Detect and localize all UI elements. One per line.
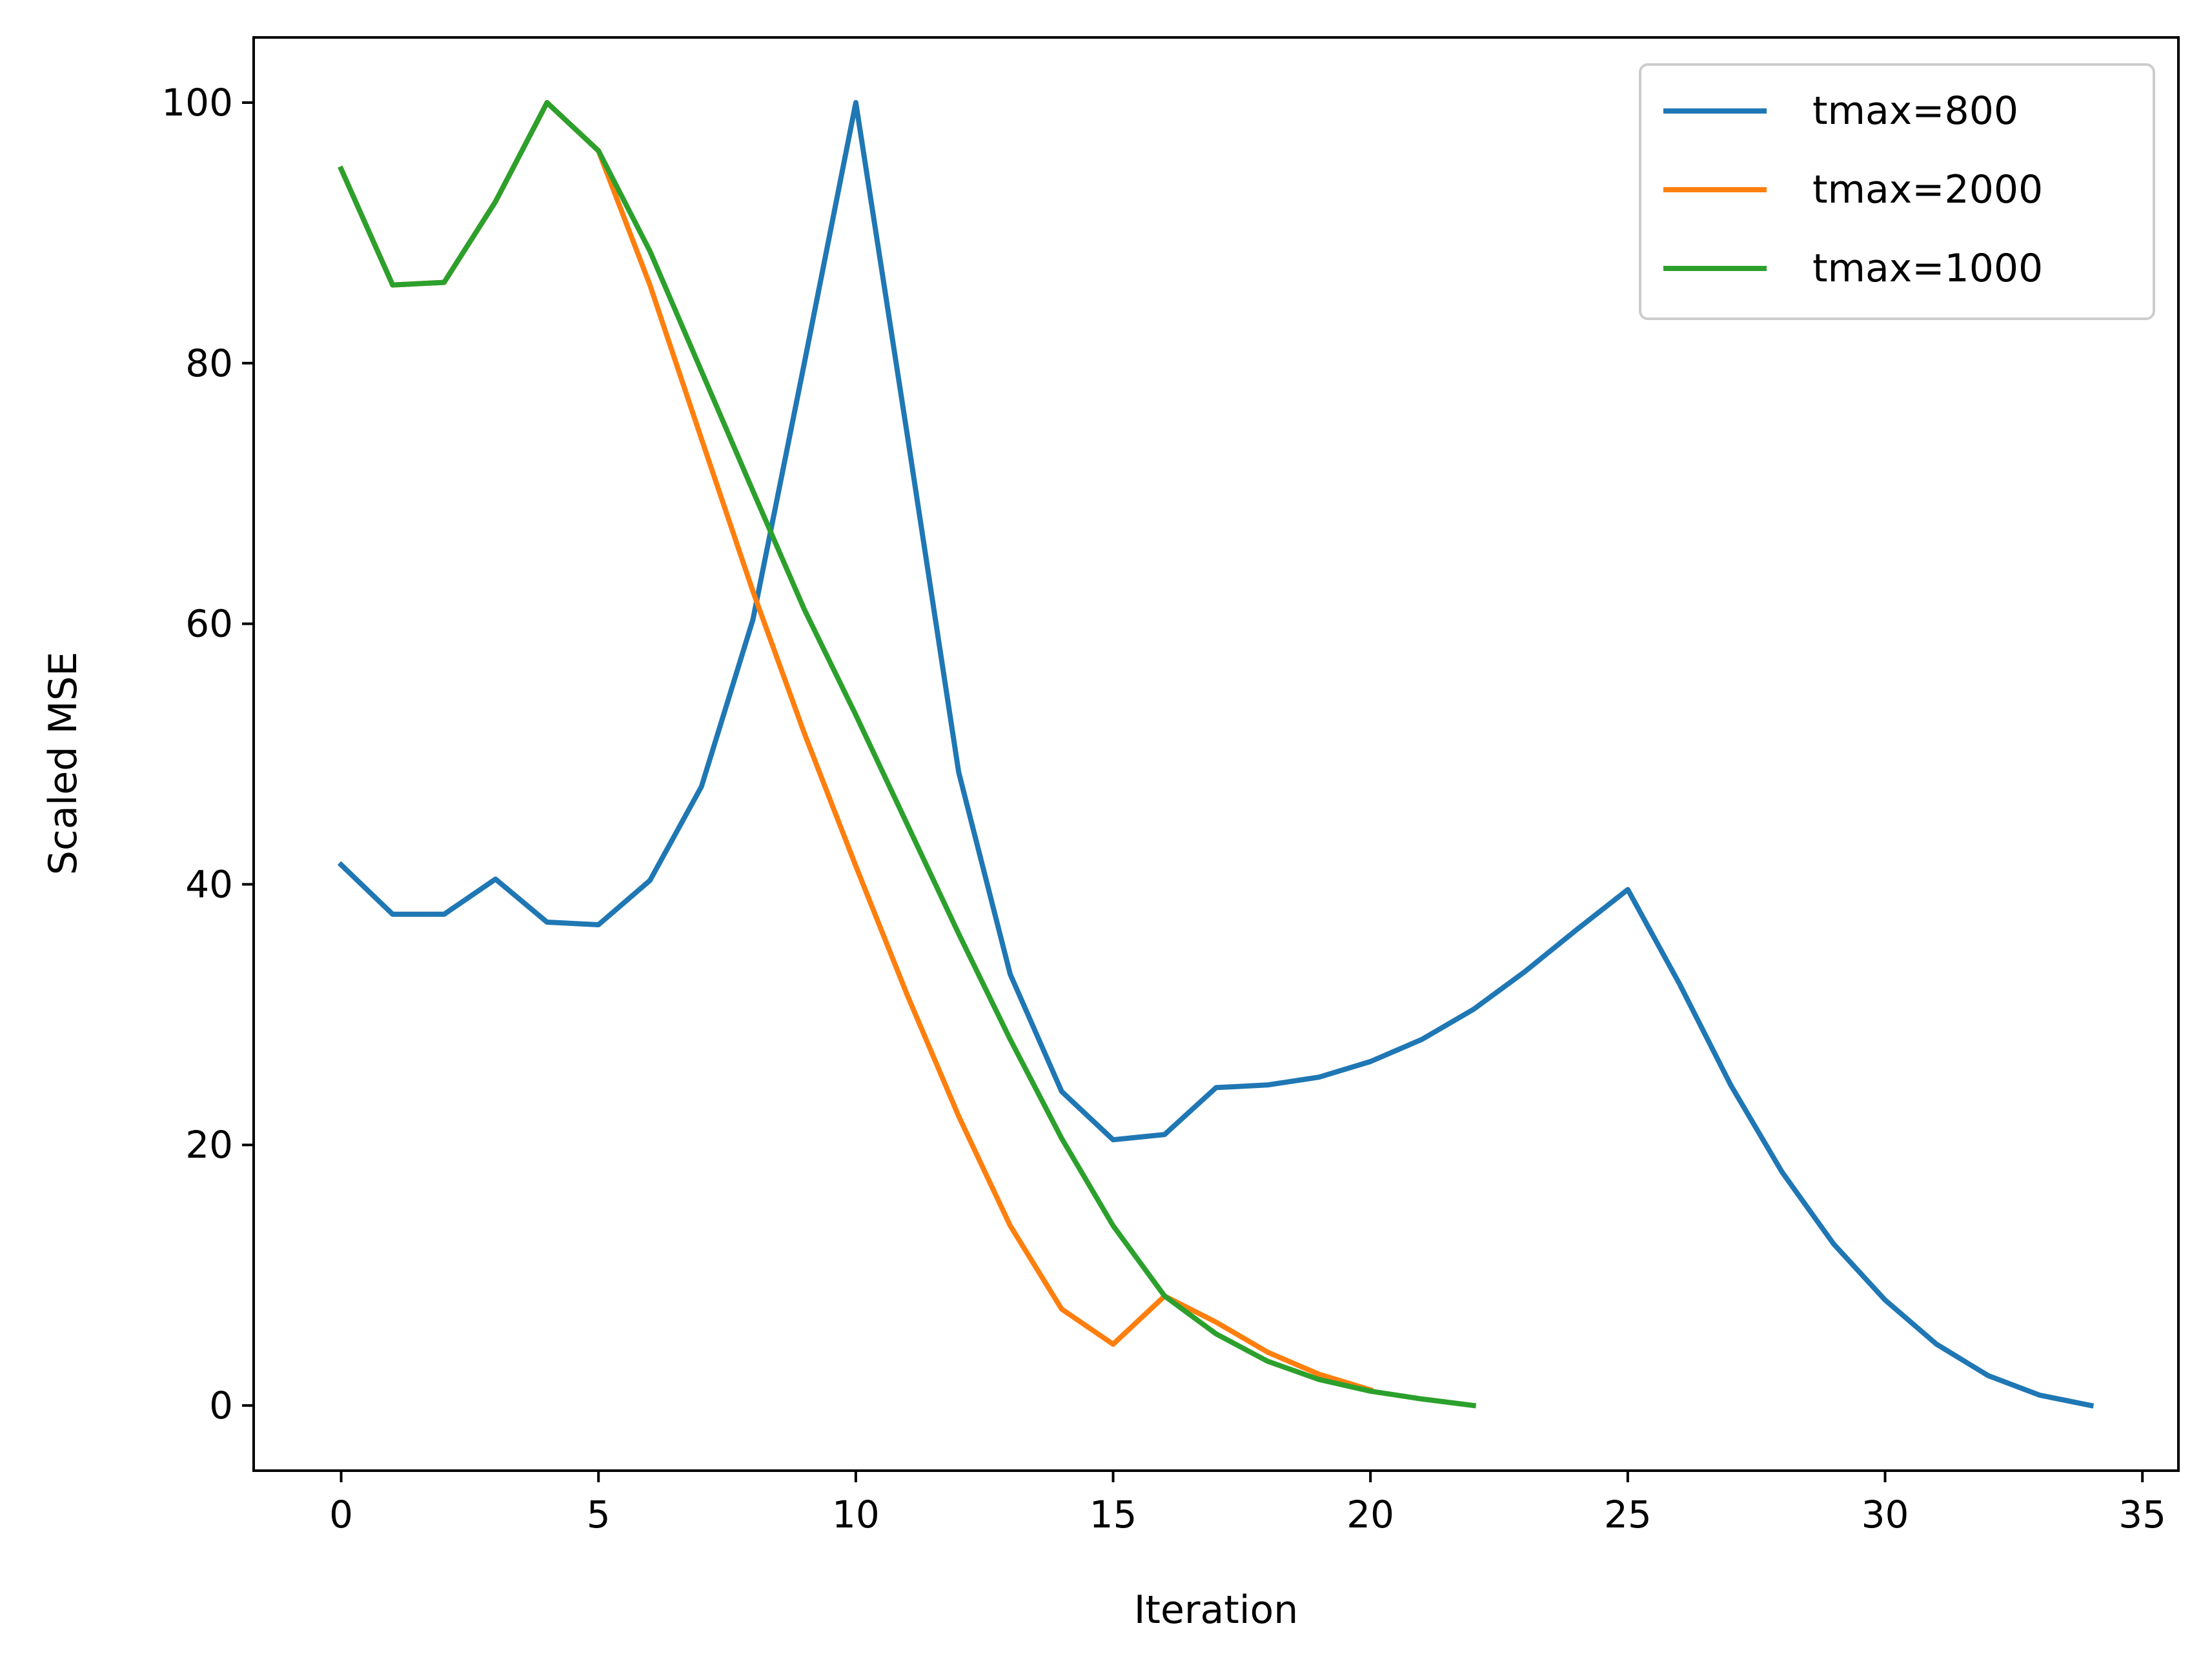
x-tick-label: 25 — [1604, 1493, 1652, 1536]
plot-frame — [252, 36, 2180, 1472]
series-line-tmax-1000 — [338, 100, 1477, 1409]
x-axis-ticks: 0 5 10 15 20 25 30 35 — [329, 1471, 2166, 1536]
x-tick-label: 20 — [1346, 1493, 1394, 1536]
y-tick-label: 40 — [185, 862, 233, 906]
x-tick-label: 15 — [1090, 1493, 1137, 1536]
legend: tmax=800 tmax=2000 tmax=1000 — [1639, 63, 2155, 320]
x-tick-label: 30 — [1862, 1493, 1909, 1536]
x-tick-label: 5 — [587, 1493, 611, 1536]
y-tick-label: 80 — [185, 341, 233, 385]
y-tick-label: 60 — [185, 602, 233, 646]
y-axis-ticks: 0 20 40 60 80 100 — [161, 81, 254, 1427]
legend-label-tmax1000: tmax=1000 — [1812, 246, 2043, 291]
y-tick-label: 20 — [185, 1123, 233, 1167]
y-axis-label: Scaled MSE — [41, 652, 86, 875]
x-tick-label: 0 — [329, 1493, 353, 1536]
series-line-tmax-800 — [337, 100, 2095, 1409]
plot-lines — [337, 100, 2095, 1409]
x-tick-label: 35 — [2118, 1493, 2166, 1536]
y-tick-label: 0 — [209, 1384, 233, 1427]
legend-label-tmax2000: tmax=2000 — [1812, 167, 2043, 212]
y-tick-label: 100 — [161, 81, 233, 125]
x-axis-label: Iteration — [1134, 1587, 1299, 1633]
legend-label-tmax800: tmax=800 — [1812, 88, 2018, 134]
legend-box — [1639, 63, 2155, 320]
x-tick-label: 10 — [832, 1493, 880, 1536]
